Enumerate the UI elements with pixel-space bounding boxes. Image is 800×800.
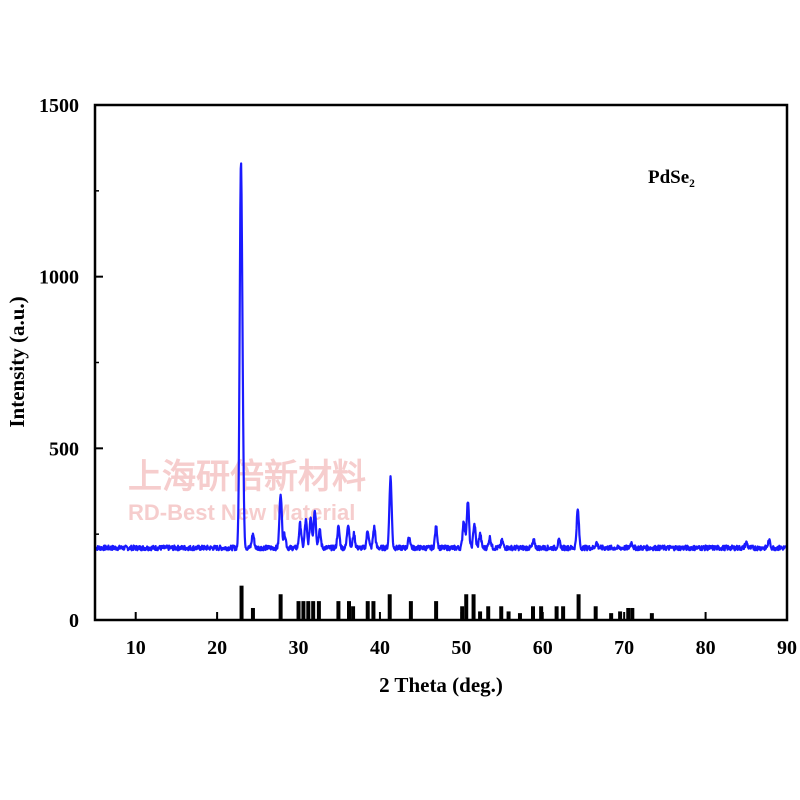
x-tick-label: 70 — [614, 637, 634, 659]
x-tick-label: 80 — [696, 637, 716, 659]
x-tick-label: 10 — [126, 637, 146, 659]
x-tick-label: 40 — [370, 637, 390, 659]
x-tick-label: 60 — [533, 637, 553, 659]
x-tick-label: 90 — [777, 637, 797, 659]
watermark: 上海研倍新材料 RD-Best New Material — [128, 457, 366, 525]
sample-label: PdSe₂ — [648, 167, 695, 188]
y-tick-label: 500 — [49, 438, 79, 460]
y-tick-labels: 0 500 1000 1500 — [39, 95, 79, 632]
y-tick-label: 1500 — [39, 95, 79, 117]
y-axis-title: Intensity (a.u.) — [5, 296, 29, 427]
y-tick-label: 1000 — [39, 267, 79, 289]
x-tick-label: 20 — [207, 637, 227, 659]
watermark-en: RD-Best New Material — [128, 500, 355, 525]
y-tick-label: 0 — [69, 610, 79, 632]
x-tick-labels: 10 20 30 40 50 60 70 80 90 — [126, 637, 797, 659]
reference-sticks — [242, 586, 652, 620]
x-tick-label: 50 — [451, 637, 471, 659]
x-axis-title: 2 Theta (deg.) — [379, 673, 503, 697]
x-tick-label: 30 — [289, 637, 309, 659]
watermark-cn: 上海研倍新材料 — [128, 457, 366, 497]
